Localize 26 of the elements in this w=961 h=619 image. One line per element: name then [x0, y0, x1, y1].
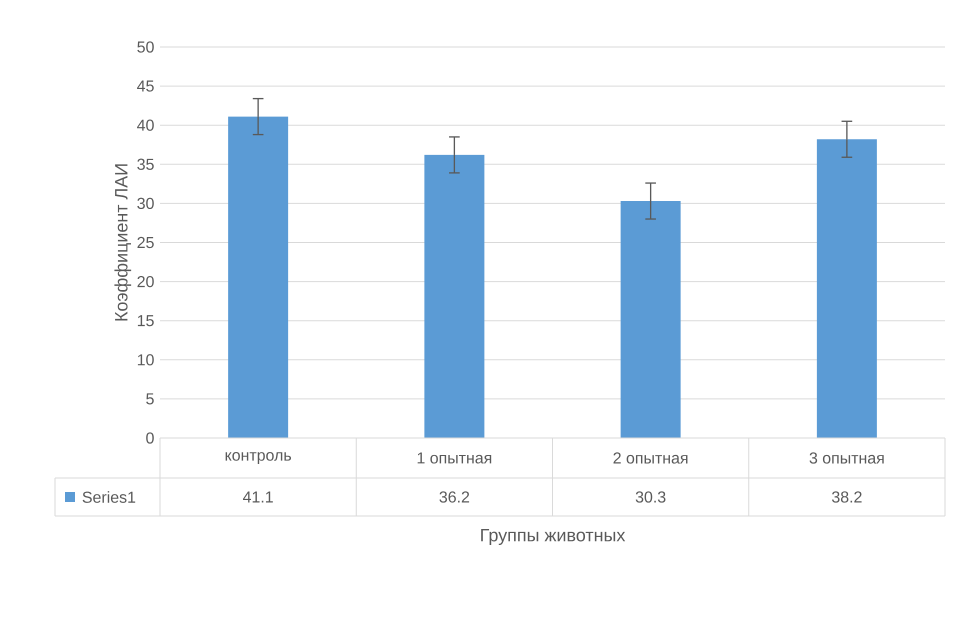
data-label: 38.2 [832, 491, 862, 503]
x-tick-label: 3 опытная [810, 452, 884, 464]
y-tick-label: 20 [137, 276, 154, 288]
y-tick-label: 25 [137, 236, 154, 248]
y-tick-label: 40 [137, 120, 154, 131]
y-tick-label: 5 [146, 393, 154, 404]
legend-label: Series1 [82, 491, 136, 503]
y-tick-label: 30 [137, 198, 154, 210]
data-label: 30.3 [636, 491, 666, 503]
x-axis-title: Группы животных [481, 528, 626, 546]
bar [228, 116, 288, 438]
y-tick-label: 15 [138, 315, 154, 326]
x-tick-label: 2 опытная [614, 452, 688, 464]
x-tick-label: 1 опытная [418, 452, 492, 464]
y-tick-label: 35 [137, 158, 154, 170]
y-tick-label: 0 [146, 432, 154, 444]
data-label: 41.1 [242, 492, 273, 502]
data-label: 36.2 [439, 491, 470, 503]
bar [620, 201, 681, 438]
bar [424, 154, 484, 438]
bar [816, 139, 877, 438]
y-tick-label: 10 [138, 354, 154, 366]
y-tick-label: 50 [137, 41, 154, 53]
y-axis-title: Коэффициент ЛАИ [114, 164, 132, 321]
y-tick-label: 45 [137, 80, 154, 92]
x-tick-label: контроль [226, 452, 292, 464]
